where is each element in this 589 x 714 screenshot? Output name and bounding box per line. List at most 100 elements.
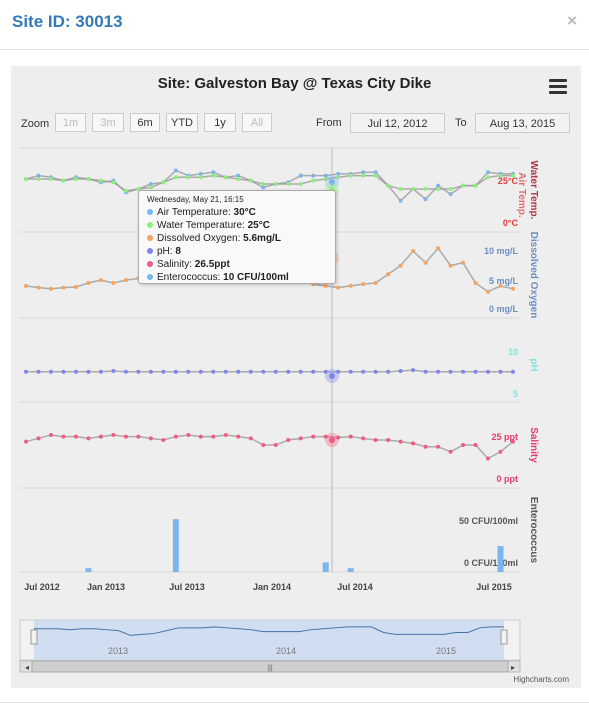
navigator-selection	[34, 620, 504, 660]
salinity-point	[61, 434, 66, 439]
air-temperature-point	[323, 173, 328, 178]
hamburger-menu-icon[interactable]	[546, 76, 570, 100]
air-temperature-point	[486, 170, 491, 175]
tooltip-text: Air Temperature: 30°C	[157, 207, 256, 218]
water-temperature-point	[248, 178, 253, 183]
ph-point	[61, 369, 66, 374]
x-tick-label: Jul 2014	[337, 582, 373, 592]
water-temperature-point	[148, 185, 153, 190]
zoom-6m-button[interactable]: 6m	[130, 113, 160, 132]
water-temperature-point	[398, 187, 403, 192]
to-label: To	[455, 117, 467, 129]
series-marker-icon	[147, 274, 153, 280]
ph-point	[24, 369, 28, 374]
zoom-ytd-button[interactable]: YTD	[166, 113, 198, 132]
dissolved-oxygen-point	[48, 286, 53, 291]
water-temperature-point	[436, 187, 441, 192]
enterococcus-bar	[322, 562, 329, 572]
salinity-point	[98, 434, 103, 439]
salinity-point	[336, 435, 341, 440]
axis-tick-label: 0 CFU/100ml	[464, 558, 518, 568]
ph-point	[361, 369, 366, 374]
salinity-point	[286, 438, 291, 442]
zoom-all-button[interactable]: All	[242, 113, 272, 132]
zoom-1m-button[interactable]: 1m	[55, 113, 86, 132]
to-date-input[interactable]: Aug 13, 2015	[475, 113, 570, 133]
salinity-point	[261, 443, 266, 448]
ph-point	[411, 368, 416, 373]
dissolved-oxygen-point	[411, 249, 416, 254]
chart-tooltip: Wednesday, May 21, 16:15 Air Temperature…	[138, 190, 336, 284]
salinity-point	[148, 436, 153, 441]
water-temperature-point	[461, 183, 466, 188]
water-temperature-point	[261, 182, 266, 186]
salinity-point	[123, 434, 128, 439]
ph-point	[236, 369, 241, 374]
ph-point	[186, 369, 191, 374]
ph-point	[48, 369, 53, 374]
ph-point	[461, 369, 466, 374]
ph-point	[423, 369, 428, 374]
ph-point	[86, 369, 91, 374]
zoom-1y-button[interactable]: 1y	[204, 113, 236, 132]
salinity-point	[498, 449, 503, 454]
water-temperature-point	[336, 175, 341, 180]
hover-point	[329, 179, 335, 185]
axis-tick-label: 0°C	[503, 218, 519, 228]
salinity-point	[486, 456, 491, 461]
pane-title: Enterococcus	[528, 497, 539, 564]
ph-point	[373, 369, 378, 374]
ph-point	[36, 369, 41, 374]
dissolved-oxygen-point	[373, 281, 378, 285]
series-marker-icon	[147, 261, 153, 267]
water-temperature-point	[348, 173, 353, 178]
dissolved-oxygen-point	[448, 263, 453, 268]
water-temperature-point	[373, 173, 378, 178]
ph-line	[26, 369, 513, 373]
ph-point	[111, 368, 116, 373]
ph-point	[498, 369, 503, 374]
dissolved-oxygen-point	[86, 281, 91, 285]
axis-tick-label: 0 mg/L	[489, 304, 519, 314]
modal-header: Site ID: 30013 ×	[0, 0, 589, 50]
air-temperature-point	[398, 198, 403, 203]
water-temperature-point	[24, 176, 28, 181]
dissolved-oxygen-point	[36, 285, 41, 290]
water-temperature-point	[511, 173, 515, 178]
water-temperature-point	[448, 187, 453, 192]
navigator-line	[34, 626, 504, 636]
ph-point	[211, 369, 216, 374]
dissolved-oxygen-point	[323, 283, 328, 288]
zoom-3m-button[interactable]: 3m	[92, 113, 124, 132]
ph-point	[161, 369, 166, 374]
salinity-point	[248, 436, 253, 441]
air-temperature-point	[448, 192, 453, 197]
salinity-point	[73, 434, 78, 439]
salinity-point	[298, 436, 303, 441]
dissolved-oxygen-point	[98, 278, 103, 283]
salinity-point	[461, 443, 466, 448]
ph-point	[398, 368, 403, 373]
dissolved-oxygen-point	[461, 260, 466, 265]
salinity-point	[48, 432, 53, 437]
air-temperature-point	[36, 173, 41, 178]
from-date-input[interactable]: Jul 12, 2012	[350, 113, 445, 133]
water-temperature-point	[98, 178, 103, 183]
ph-point	[473, 369, 478, 374]
ph-point	[511, 369, 515, 374]
air-temperature-point	[198, 171, 203, 176]
ph-point	[173, 369, 178, 374]
salinity-point	[373, 438, 378, 442]
ph-point	[223, 369, 228, 374]
salinity-point	[398, 439, 403, 444]
series-marker-icon	[147, 248, 153, 254]
salinity-point	[86, 436, 91, 441]
x-tick-label: Jul 2015	[476, 582, 512, 592]
series-marker-icon	[147, 222, 153, 228]
air-temperature-point	[173, 168, 178, 173]
water-temperature-point	[311, 178, 316, 183]
close-icon[interactable]: ×	[567, 11, 577, 30]
salinity-point	[236, 434, 241, 439]
air-temperature-point	[423, 197, 428, 202]
